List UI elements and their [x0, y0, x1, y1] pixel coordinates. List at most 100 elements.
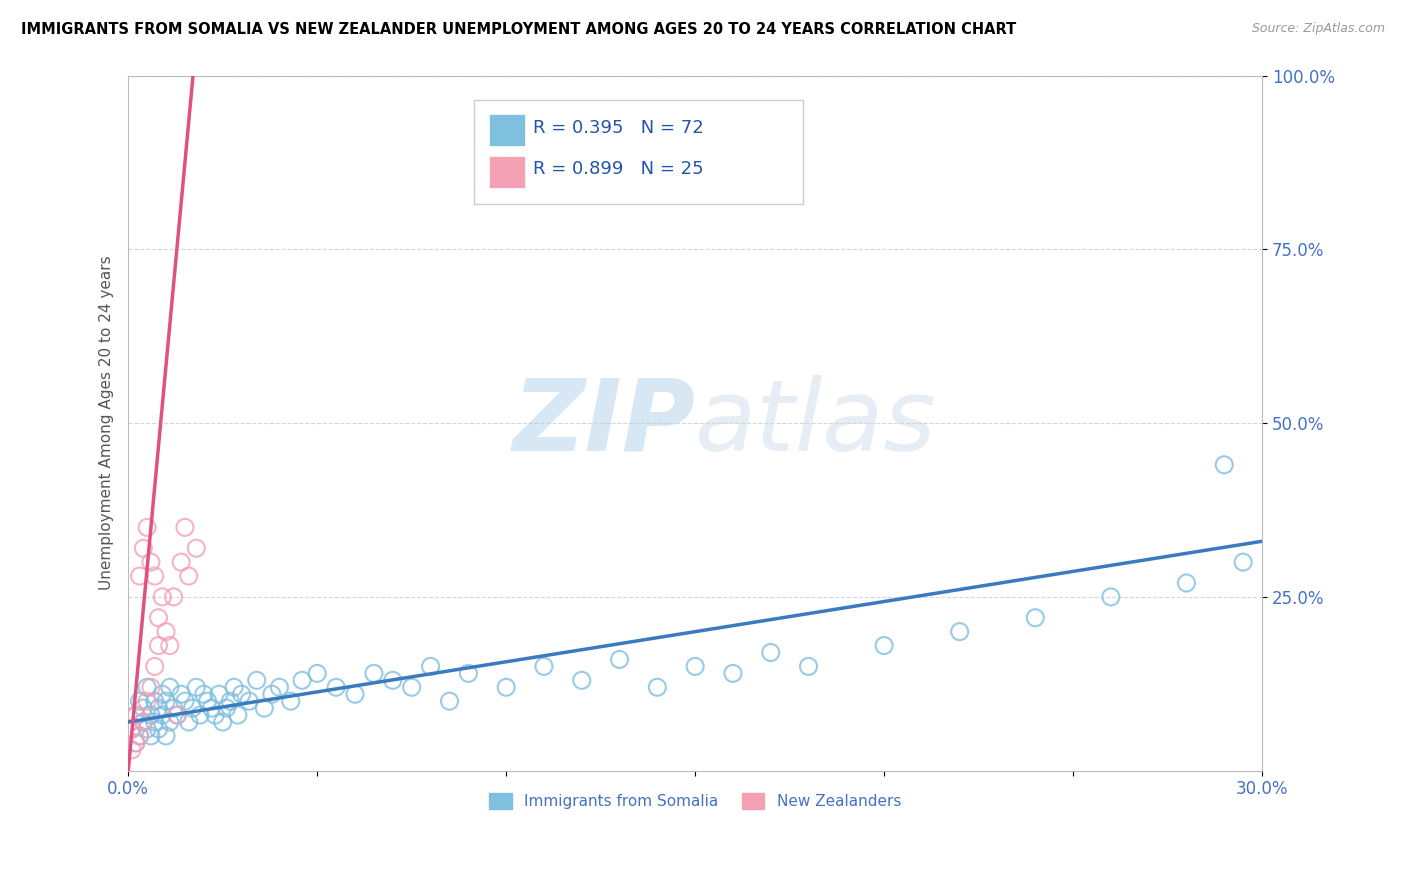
Point: [125, 736, 148, 750]
Point: [1232, 555, 1254, 569]
Point: [159, 714, 181, 729]
Y-axis label: Unemployment Among Ages 20 to 24 years: Unemployment Among Ages 20 to 24 years: [100, 256, 114, 591]
Point: [162, 701, 184, 715]
Point: [139, 729, 162, 743]
Point: [215, 701, 238, 715]
Point: [155, 624, 177, 639]
Point: [949, 624, 972, 639]
Point: [307, 666, 329, 681]
Point: [1024, 611, 1046, 625]
Point: [139, 708, 162, 723]
Point: [174, 694, 197, 708]
Text: IMMIGRANTS FROM SOMALIA VS NEW ZEALANDER UNEMPLOYMENT AMONG AGES 20 TO 24 YEARS : IMMIGRANTS FROM SOMALIA VS NEW ZEALANDER…: [21, 22, 1017, 37]
Point: [260, 687, 283, 701]
Point: [132, 541, 155, 556]
Point: [181, 701, 204, 715]
Point: [457, 666, 479, 681]
Point: [721, 666, 744, 681]
Point: [238, 694, 260, 708]
Legend: Immigrants from Somalia, New Zealanders: Immigrants from Somalia, New Zealanders: [484, 787, 907, 815]
Point: [128, 569, 150, 583]
FancyBboxPatch shape: [489, 114, 524, 146]
Point: [231, 687, 253, 701]
Point: [159, 639, 181, 653]
Point: [136, 520, 159, 534]
Point: [1213, 458, 1236, 472]
Point: [136, 680, 159, 694]
Point: [1175, 576, 1198, 591]
Point: [188, 708, 211, 723]
Point: [139, 680, 162, 694]
Point: [759, 646, 782, 660]
Text: R = 0.395   N = 72: R = 0.395 N = 72: [533, 119, 704, 136]
Point: [143, 569, 166, 583]
Point: [495, 680, 517, 694]
Point: [222, 680, 245, 694]
Point: [155, 729, 177, 743]
Point: [136, 722, 159, 736]
Point: [143, 694, 166, 708]
Text: ZIP: ZIP: [512, 375, 695, 472]
Point: [797, 659, 820, 673]
Point: [253, 701, 276, 715]
Point: [204, 708, 226, 723]
Point: [647, 680, 669, 694]
Point: [170, 687, 193, 701]
Point: [170, 555, 193, 569]
Point: [401, 680, 423, 694]
Point: [148, 639, 170, 653]
Point: [121, 722, 143, 736]
Text: R = 0.899   N = 25: R = 0.899 N = 25: [533, 161, 703, 178]
Point: [193, 687, 215, 701]
Point: [148, 611, 170, 625]
Point: [166, 708, 188, 723]
Point: [148, 722, 170, 736]
Point: [128, 729, 150, 743]
Point: [381, 673, 404, 688]
Point: [132, 701, 155, 715]
Point: [200, 701, 222, 715]
Point: [571, 673, 593, 688]
Point: [166, 708, 188, 723]
Point: [211, 714, 233, 729]
FancyBboxPatch shape: [474, 100, 803, 204]
Point: [143, 714, 166, 729]
Text: Source: ZipAtlas.com: Source: ZipAtlas.com: [1251, 22, 1385, 36]
Point: [121, 743, 143, 757]
Point: [197, 694, 219, 708]
Point: [121, 722, 143, 736]
Point: [155, 694, 177, 708]
Point: [280, 694, 302, 708]
Point: [177, 569, 200, 583]
Point: [148, 701, 170, 715]
Point: [132, 714, 155, 729]
Point: [325, 680, 347, 694]
Point: [132, 714, 155, 729]
Point: [343, 687, 366, 701]
Text: atlas: atlas: [695, 375, 936, 472]
Point: [162, 590, 184, 604]
Point: [125, 736, 148, 750]
Point: [139, 555, 162, 569]
Point: [150, 590, 173, 604]
Point: [269, 680, 291, 694]
Point: [419, 659, 441, 673]
FancyBboxPatch shape: [489, 156, 524, 188]
Point: [186, 541, 208, 556]
Point: [159, 680, 181, 694]
Point: [609, 652, 631, 666]
Point: [125, 708, 148, 723]
Point: [128, 694, 150, 708]
Point: [363, 666, 385, 681]
Point: [291, 673, 314, 688]
Point: [1099, 590, 1122, 604]
Point: [143, 659, 166, 673]
Point: [533, 659, 555, 673]
Point: [246, 673, 269, 688]
Point: [683, 659, 706, 673]
Point: [186, 680, 208, 694]
Point: [150, 708, 173, 723]
Point: [174, 520, 197, 534]
Point: [439, 694, 461, 708]
Point: [208, 687, 231, 701]
